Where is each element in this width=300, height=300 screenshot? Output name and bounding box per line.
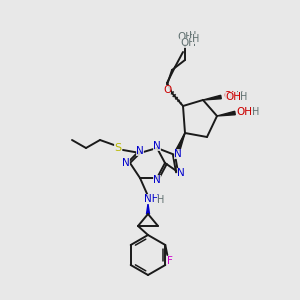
Text: OH: OH (236, 107, 252, 117)
Text: H: H (249, 107, 257, 117)
Text: H: H (252, 107, 260, 117)
Text: OH: OH (236, 107, 252, 117)
Text: H: H (157, 195, 165, 205)
Text: N: N (153, 175, 161, 185)
Text: H: H (236, 91, 244, 101)
Polygon shape (176, 133, 185, 151)
Text: O: O (163, 85, 171, 95)
Text: N: N (136, 146, 144, 156)
Polygon shape (217, 111, 235, 116)
Text: H: H (189, 31, 197, 41)
Text: N: N (174, 149, 182, 159)
Text: S: S (114, 143, 122, 153)
Text: NH: NH (144, 194, 160, 204)
Text: N: N (153, 141, 161, 151)
Polygon shape (146, 204, 149, 214)
Polygon shape (203, 95, 221, 100)
Text: H: H (192, 34, 200, 44)
Text: H: H (240, 92, 248, 102)
Text: F: F (167, 256, 173, 266)
Text: OH: OH (223, 91, 239, 101)
Text: N: N (122, 158, 130, 168)
Text: OH: OH (180, 38, 196, 48)
Text: OH: OH (225, 92, 241, 102)
Text: OH: OH (177, 32, 193, 42)
Text: N: N (177, 168, 185, 178)
